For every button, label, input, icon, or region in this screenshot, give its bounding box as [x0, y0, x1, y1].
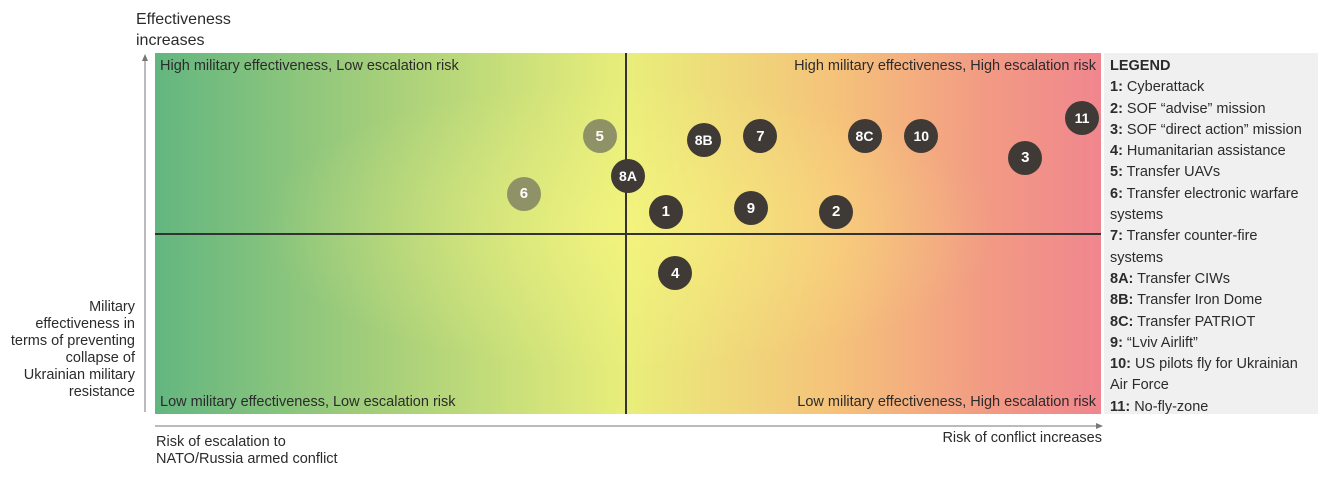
legend-item-text: US pilots fly for Ukrainian Air Force — [1110, 356, 1298, 394]
y-axis-top-title: Effectiveness increases — [136, 11, 231, 49]
point-marker-11: 11 — [1065, 100, 1100, 135]
point-marker-8a: 8A — [611, 158, 645, 193]
legend-item-key: 11: — [1110, 398, 1131, 415]
legend-item-text: Cyberattack — [1122, 79, 1205, 96]
point-marker-10: 10 — [904, 119, 939, 154]
quadrant-label-top-right: High military effectiveness, High escala… — [794, 58, 1096, 74]
legend-item-key: 9: — [1110, 334, 1123, 351]
point-marker-1: 1 — [648, 194, 683, 229]
point-marker-8c: 8C — [847, 119, 882, 154]
plot-area: High military effectiveness, Low escalat… — [155, 53, 1101, 414]
legend-item: 7: Transfer counter-fire systems — [1110, 226, 1312, 269]
legend-title: LEGEND — [1110, 58, 1171, 74]
legend-item-key: 8B: — [1110, 292, 1134, 309]
legend: LEGEND 1: Cyberattack 2: SOF “advise” mis… — [1104, 53, 1318, 415]
legend-item-key: 7: — [1110, 228, 1123, 245]
point-marker-3: 3 — [1008, 140, 1043, 175]
legend-item: 9: “Lviv Airlift” — [1110, 333, 1312, 354]
legend-item-text: Transfer Iron Dome — [1133, 292, 1263, 309]
legend-item-text: Transfer counter-fire systems — [1110, 228, 1258, 266]
point-marker-6: 6 — [506, 176, 541, 211]
legend-item-text: SOF “advise” mission — [1122, 100, 1266, 117]
quadrant-label-bottom-right: Low military effectiveness, High escalat… — [797, 394, 1096, 410]
point-marker-4: 4 — [658, 256, 693, 291]
legend-item-text: Transfer PATRIOT — [1133, 313, 1256, 330]
horizontal-divider — [155, 233, 1101, 235]
legend-item-key: 10: — [1110, 356, 1131, 373]
legend-item-key: 1: — [1110, 79, 1123, 96]
legend-item: 11: No-fly-zone — [1110, 397, 1312, 418]
x-axis-arrowhead — [1096, 423, 1103, 429]
legend-item: 1: Cyberattack — [1110, 77, 1312, 98]
legend-item-key: 8C: — [1110, 313, 1134, 330]
legend-item-text: Transfer electronic warfare systems — [1110, 185, 1299, 224]
legend-item-key: 5: — [1110, 164, 1123, 181]
legend-item: 5: Transfer UAVs — [1110, 162, 1312, 183]
legend-item: 4: Humanitarian assistance — [1110, 141, 1312, 162]
legend-item-text: No-fly-zone — [1130, 398, 1209, 415]
legend-item: 8C: Transfer PATRIOT — [1110, 312, 1312, 333]
legend-item: 10: US pilots fly for Ukrainian Air Forc… — [1110, 354, 1312, 397]
legend-item-key: 4: — [1110, 143, 1123, 160]
legend-item: 8A: Transfer CIWs — [1110, 269, 1312, 290]
y-axis-side-title: Military effectiveness in terms of preve… — [10, 299, 135, 400]
legend-item: 2: SOF “advise” mission — [1110, 99, 1312, 120]
legend-item-text: “Lviv Airlift” — [1122, 334, 1198, 351]
x-axis-right-title: Risk of conflict increases — [942, 430, 1102, 446]
legend-item-text: Transfer UAVs — [1122, 164, 1221, 181]
x-axis-left-title: Risk of escalation to NATO/Russia armed … — [156, 434, 338, 467]
point-marker-5: 5 — [582, 119, 617, 154]
legend-item: 6: Transfer electronic warfare systems — [1110, 184, 1312, 227]
legend-item-key: 6: — [1110, 185, 1123, 202]
legend-item-text: Transfer CIWs — [1133, 270, 1231, 287]
legend-item-key: 3: — [1110, 121, 1123, 138]
point-marker-9: 9 — [733, 191, 768, 226]
point-marker-2: 2 — [819, 194, 854, 229]
y-axis-arrowhead — [142, 54, 148, 61]
legend-item: 8B: Transfer Iron Dome — [1110, 290, 1312, 311]
point-marker-8b: 8B — [686, 122, 721, 157]
legend-item-key: 2: — [1110, 100, 1123, 117]
legend-item: 3: SOF “direct action” mission — [1110, 120, 1312, 141]
quadrant-label-bottom-left: Low military effectiveness, Low escalati… — [160, 394, 456, 410]
legend-item-text: SOF “direct action” mission — [1122, 121, 1302, 138]
legend-item-text: Humanitarian assistance — [1122, 143, 1286, 160]
quadrant-label-top-left: High military effectiveness, Low escalat… — [160, 58, 459, 74]
point-marker-7: 7 — [743, 119, 778, 154]
legend-item-key: 8A: — [1110, 270, 1134, 287]
